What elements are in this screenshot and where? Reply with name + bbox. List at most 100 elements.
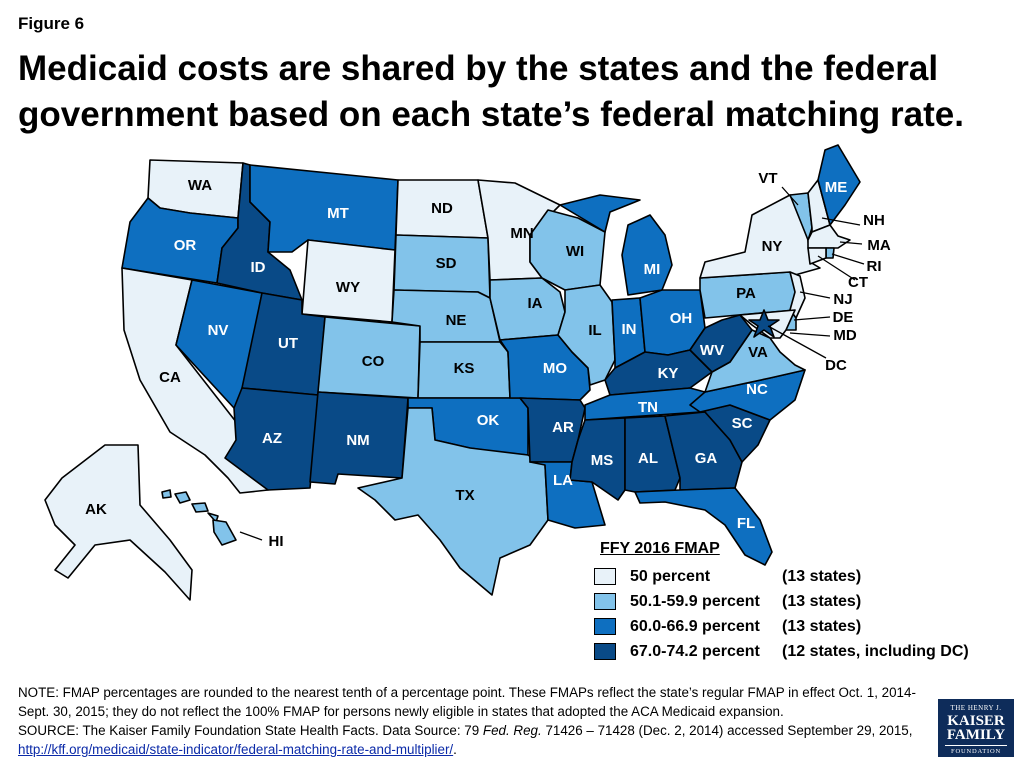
label-GA: GA — [695, 450, 718, 467]
state-RI[interactable] — [825, 247, 835, 259]
label-IL: IL — [588, 322, 601, 339]
leader-line-ct — [817, 255, 856, 281]
leader-line-ri — [831, 253, 865, 265]
label-NY: NY — [762, 238, 783, 255]
state-IL[interactable] — [557, 284, 616, 386]
leader-line-de — [793, 316, 831, 321]
kff-logo: THE HENRY J. KAISER FAMILY FOUNDATION — [938, 699, 1014, 757]
label-AK: AK — [85, 501, 107, 518]
source-italic: Fed. Reg. — [482, 723, 542, 738]
legend-item-67: 67.0-74.2 percent (12 states, including … — [594, 639, 1014, 664]
label-MD: MD — [833, 327, 856, 344]
leader-line-md — [789, 332, 831, 337]
label-MS: MS — [591, 452, 614, 469]
leader-line-nj — [799, 291, 831, 299]
leader-line-hi — [239, 531, 263, 541]
label-DC: DC — [825, 357, 847, 374]
logo-line-3: FAMILY — [946, 727, 1006, 743]
label-PA: PA — [736, 285, 756, 302]
label-MO: MO — [543, 360, 567, 377]
legend-range: 67.0-74.2 percent — [630, 642, 760, 660]
label-RI: RI — [867, 258, 882, 275]
legend-item-50-1: 50.1-59.9 percent (13 states) — [594, 589, 1014, 614]
label-OH: OH — [670, 310, 693, 327]
label-ME: ME — [825, 179, 848, 196]
state-TX[interactable] — [357, 407, 549, 596]
label-WV: WV — [700, 342, 724, 359]
label-CT: CT — [848, 274, 868, 291]
legend-count: (13 states) — [782, 592, 862, 610]
label-MA: MA — [867, 237, 890, 254]
state-CT[interactable] — [807, 247, 827, 265]
source-end: . — [453, 742, 457, 757]
legend-count: (13 states) — [782, 617, 862, 635]
figure-label: Figure 6 — [18, 14, 85, 33]
label-KS: KS — [454, 360, 475, 377]
legend-range: 50.1-59.9 percent — [630, 592, 760, 610]
state-AK[interactable] — [44, 444, 193, 601]
label-VT: VT — [758, 170, 777, 187]
state-FL[interactable] — [634, 487, 773, 566]
logo-line-2: KAISER — [947, 713, 1005, 729]
source-note: NOTE: FMAP percentages are rounded to th… — [18, 683, 923, 759]
leader-line-ma — [839, 241, 863, 245]
label-HI: HI — [269, 533, 284, 550]
legend-swatch — [594, 593, 616, 610]
label-MI: MI — [644, 261, 661, 278]
label-NH: NH — [863, 212, 885, 229]
label-DE: DE — [833, 309, 854, 326]
label-UT: UT — [278, 335, 298, 352]
page-title: Medicaid costs are shared by the states … — [18, 49, 964, 134]
label-WA: WA — [188, 177, 212, 194]
source-link[interactable]: http://kff.org/medicaid/state-indicator/… — [18, 742, 454, 757]
label-WY: WY — [336, 279, 360, 296]
label-NV: NV — [208, 322, 229, 339]
legend-count: (12 states, including DC) — [782, 642, 969, 660]
label-MT: MT — [327, 205, 349, 222]
label-CO: CO — [362, 353, 385, 370]
label-FL: FL — [737, 515, 755, 532]
label-VA: VA — [748, 344, 768, 361]
label-AR: AR — [552, 419, 574, 436]
note-text: NOTE: FMAP percentages are rounded to th… — [18, 685, 916, 719]
source-text: SOURCE: The Kaiser Family Foundation Sta… — [18, 723, 483, 738]
state-MI[interactable] — [559, 194, 673, 296]
legend-swatch — [594, 643, 616, 660]
legend-range: 60.0-66.9 percent — [630, 617, 760, 635]
label-WI: WI — [566, 243, 584, 260]
label-NE: NE — [446, 312, 467, 329]
legend-range: 50 percent — [630, 567, 711, 585]
label-IN: IN — [622, 321, 637, 338]
label-MN: MN — [510, 225, 533, 242]
state-DC[interactable] — [748, 309, 780, 338]
label-SD: SD — [436, 255, 457, 272]
legend: FFY 2016 FMAP 50 percent (13 states) 50.… — [594, 540, 1014, 664]
source-text-2: 71426 – 71428 (Dec. 2, 2014) accessed Se… — [541, 723, 913, 738]
legend-item-60: 60.0-66.9 percent (13 states) — [594, 614, 1014, 639]
leader-line-nh — [821, 217, 861, 226]
legend-title: FFY 2016 FMAP — [600, 540, 720, 557]
logo-line-4: FOUNDATION — [945, 745, 1007, 755]
label-IA: IA — [528, 295, 543, 312]
legend-item-50: 50 percent (13 states) — [594, 564, 1014, 589]
label-CA: CA — [159, 369, 181, 386]
legend-swatch — [594, 568, 616, 585]
state-MT[interactable] — [249, 164, 399, 253]
state-HI[interactable] — [161, 489, 237, 546]
label-TN: TN — [638, 399, 658, 416]
legend-swatch — [594, 618, 616, 635]
label-OR: OR — [174, 237, 197, 254]
label-LA: LA — [553, 472, 573, 489]
label-AL: AL — [638, 450, 658, 467]
label-NJ: NJ — [833, 291, 852, 308]
label-NC: NC — [746, 381, 768, 398]
label-SC: SC — [732, 415, 753, 432]
label-OK: OK — [477, 412, 500, 429]
label-TX: TX — [455, 487, 474, 504]
label-AZ: AZ — [262, 430, 282, 447]
leader-line-vt — [781, 186, 799, 206]
label-ID: ID — [251, 259, 266, 276]
label-ND: ND — [431, 200, 453, 217]
state-WV[interactable] — [689, 314, 753, 373]
